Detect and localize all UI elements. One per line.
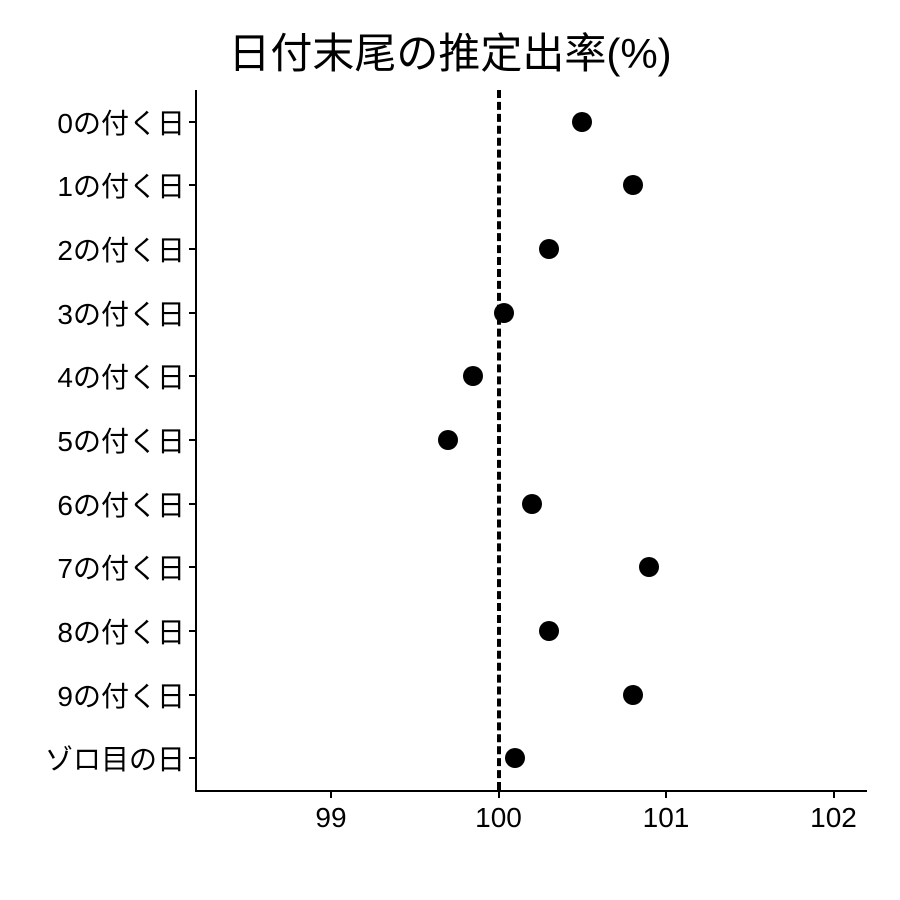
y-axis-label: 8の付く日 bbox=[57, 611, 197, 651]
x-axis-label: 101 bbox=[643, 790, 690, 834]
y-axis-label: 1の付く日 bbox=[57, 165, 197, 205]
x-axis-label: 102 bbox=[810, 790, 857, 834]
y-axis-label: 7の付く日 bbox=[57, 547, 197, 587]
y-axis-label: 3の付く日 bbox=[57, 293, 197, 333]
data-point bbox=[572, 112, 592, 132]
plot-area: 0の付く日1の付く日2の付く日3の付く日4の付く日5の付く日6の付く日7の付く日… bbox=[195, 90, 867, 792]
data-point bbox=[505, 748, 525, 768]
chart-title: 日付末尾の推定出率(%) bbox=[0, 20, 900, 81]
x-axis-label: 99 bbox=[315, 790, 346, 834]
y-axis-label: ゾロ目の日 bbox=[45, 738, 197, 778]
y-axis-label: 2の付く日 bbox=[57, 229, 197, 269]
data-point bbox=[494, 303, 514, 323]
data-point bbox=[539, 621, 559, 641]
data-point bbox=[623, 685, 643, 705]
data-point bbox=[438, 430, 458, 450]
data-point bbox=[463, 366, 483, 386]
data-point bbox=[639, 557, 659, 577]
x-axis-label: 100 bbox=[475, 790, 522, 834]
data-point bbox=[522, 494, 542, 514]
y-axis-label: 5の付く日 bbox=[57, 420, 197, 460]
chart-container: 日付末尾の推定出率(%) 0の付く日1の付く日2の付く日3の付く日4の付く日5の… bbox=[0, 0, 900, 900]
reference-line bbox=[497, 90, 501, 790]
data-point bbox=[623, 175, 643, 195]
y-axis-label: 0の付く日 bbox=[57, 102, 197, 142]
y-axis-label: 9の付く日 bbox=[57, 675, 197, 715]
y-axis-label: 6の付く日 bbox=[57, 484, 197, 524]
y-axis-label: 4の付く日 bbox=[57, 356, 197, 396]
data-point bbox=[539, 239, 559, 259]
